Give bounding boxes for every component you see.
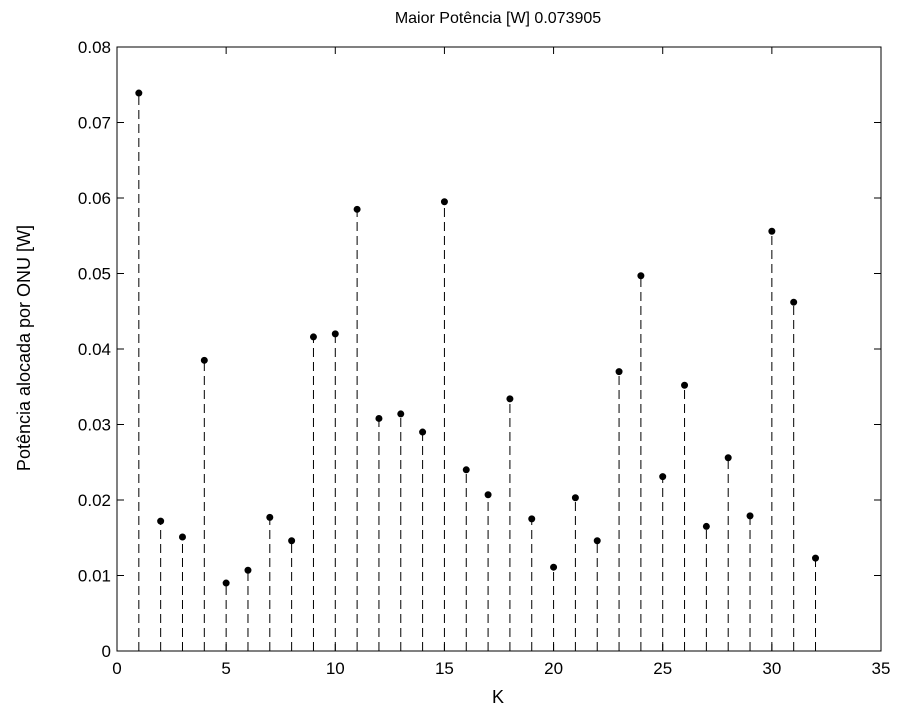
stem-marker <box>440 198 448 206</box>
y-tick-label: 0.06 <box>78 189 111 208</box>
stem-marker <box>135 89 143 97</box>
y-axis-label: Potência alocada por ONU [W] <box>14 225 34 471</box>
stem-marker <box>462 466 470 474</box>
stem-marker <box>244 566 252 574</box>
stem-marker <box>637 272 645 280</box>
x-tick-label: 30 <box>762 659 781 678</box>
y-tick-label: 0 <box>102 642 111 661</box>
stem-marker <box>724 454 732 462</box>
y-tick-label: 0.07 <box>78 114 111 133</box>
y-tick-label: 0.01 <box>78 567 111 586</box>
stem-marker <box>790 298 798 306</box>
stem-marker <box>571 494 579 502</box>
stem-marker <box>506 395 514 403</box>
x-tick-label: 0 <box>112 659 121 678</box>
chart-title: Maior Potência [W] 0.073905 <box>395 10 601 27</box>
stem-marker <box>288 537 296 545</box>
stem-marker <box>375 414 383 422</box>
stem-marker <box>615 368 623 376</box>
y-tick-label: 0.02 <box>78 491 111 510</box>
stem-marker <box>528 515 536 523</box>
stem-marker <box>593 537 601 545</box>
x-tick-label: 35 <box>872 659 891 678</box>
stem-marker <box>550 563 558 571</box>
y-tick-label: 0.04 <box>78 340 111 359</box>
stem-marker <box>309 333 317 341</box>
stem-marker <box>266 513 274 521</box>
stem-marker <box>659 473 667 481</box>
stem-marker <box>746 512 754 520</box>
stem-marker <box>419 428 427 436</box>
plot-frame <box>116 46 882 652</box>
x-tick-label: 10 <box>326 659 345 678</box>
stem-marker <box>178 533 186 541</box>
y-tick-label: 0.03 <box>78 416 111 435</box>
x-tick-label: 5 <box>221 659 230 678</box>
x-axis-label: K <box>492 687 504 707</box>
stem-marker <box>484 491 492 499</box>
stem-marker <box>681 381 689 389</box>
stem-marker <box>397 410 405 418</box>
plot-area: 0 5 10 15 20 25 30 35 0 0.01 0.02 0.03 0.04 0.05 0.06 0… <box>78 38 891 678</box>
stem-marker <box>200 356 208 364</box>
y-tick-label: 0.08 <box>78 38 111 57</box>
stem-marker <box>331 330 339 338</box>
y-tick-label: 0.05 <box>78 265 111 284</box>
stem-marker <box>702 522 710 530</box>
stem-marker <box>768 227 776 235</box>
x-tick-label: 20 <box>544 659 563 678</box>
x-tick-label: 15 <box>435 659 454 678</box>
stem-marker <box>812 554 820 562</box>
stem-marker <box>157 517 165 525</box>
stem-marker <box>353 205 361 213</box>
x-tick-label: 25 <box>653 659 672 678</box>
stem-marker <box>222 579 230 587</box>
